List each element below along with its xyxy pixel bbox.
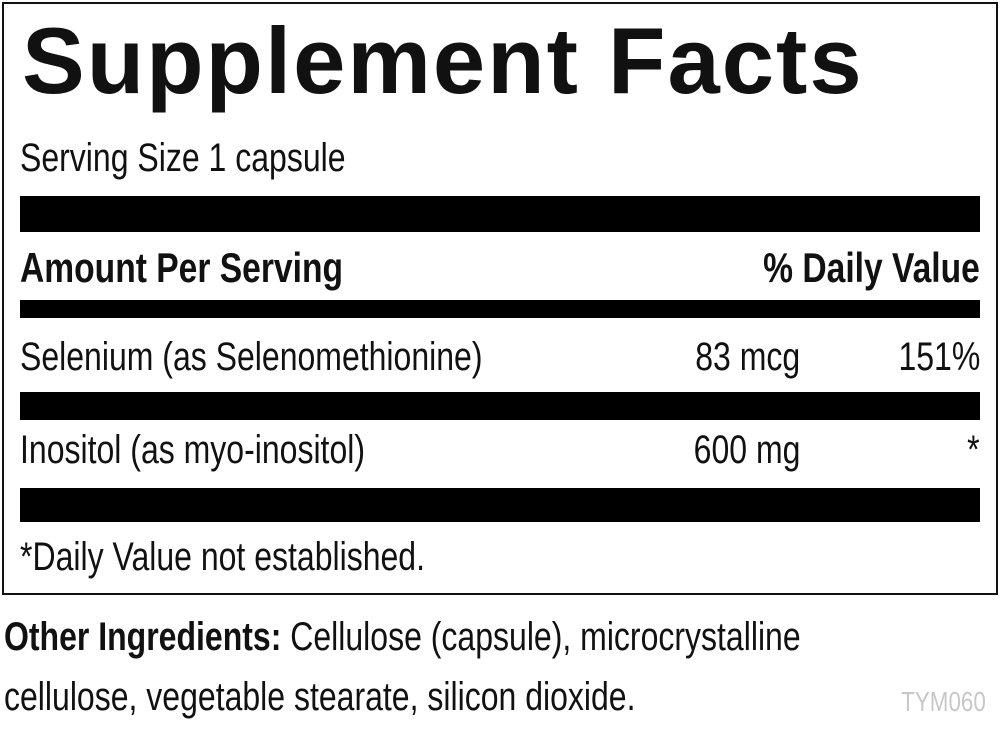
footnote: *Daily Value not established.: [20, 535, 425, 579]
ingredients-line: Other Ingredients: Cellulose (capsule), …: [4, 617, 801, 657]
column-header: Amount Per Serving: [20, 244, 343, 291]
divider-bar: [20, 300, 980, 318]
nutrient-name: Selenium (as Selenomethionine): [20, 335, 483, 379]
ingredients-line: cellulose, vegetable stearate, silicon d…: [4, 675, 636, 719]
title: Supplement Facts: [22, 8, 864, 113]
nutrient-name: Inositol (as myo-inositol): [20, 428, 365, 472]
ingredients-label: Other Ingredients:: [4, 615, 282, 659]
nutrient-amount: 600 mg: [693, 428, 800, 472]
serving-size: Serving Size 1 capsule: [20, 136, 346, 180]
column-header: % Daily Value: [763, 244, 980, 291]
divider-bar: [20, 392, 980, 420]
daily-value: 151%: [898, 335, 980, 379]
nutrient-amount: 83 mcg: [695, 335, 800, 379]
ingredients-text: Cellulose (capsule), microcrystalline: [290, 615, 801, 659]
facts-box: [2, 2, 998, 595]
divider-bar: [20, 488, 980, 522]
product-code: TYM060: [901, 686, 986, 717]
divider-bar: [20, 196, 980, 232]
daily-value: *: [967, 428, 980, 472]
